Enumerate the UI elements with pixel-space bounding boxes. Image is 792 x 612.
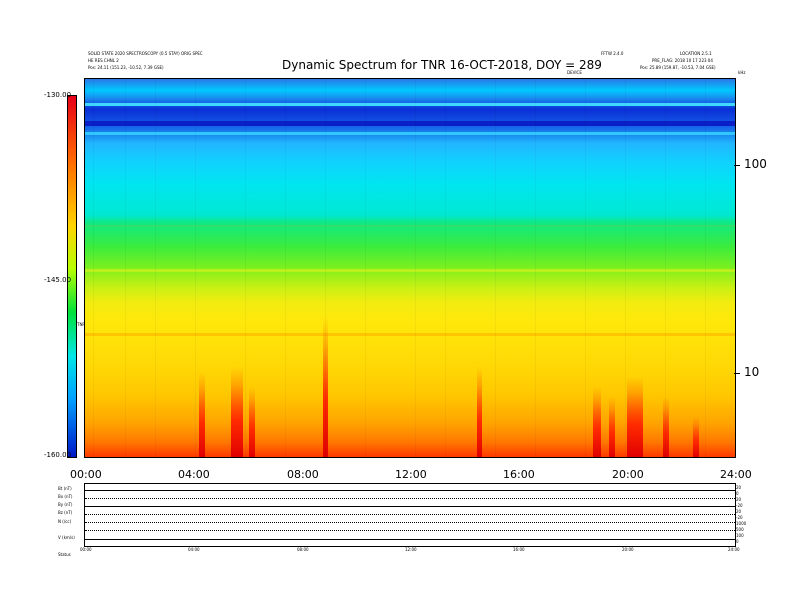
spectrum-streak: [535, 79, 536, 457]
row-label: By (nT): [58, 502, 73, 507]
info-right-line-3: PRE_FLAG: 2018 10 17 223 04: [652, 58, 713, 63]
spectrum-burst: [693, 417, 699, 457]
lower-x-tick: 00:00: [80, 547, 92, 552]
spectrum-band: [85, 269, 735, 272]
row-label: Bx (nT): [58, 494, 73, 499]
x-tick-label: 08:00: [287, 468, 319, 481]
spectrum-streak: [665, 79, 666, 457]
trace-density: [85, 522, 735, 523]
spectrum-burst: [199, 372, 205, 457]
spectrum-streak: [285, 79, 286, 457]
spectrum-streak: [365, 79, 366, 457]
right-axis-ticks: [734, 78, 740, 456]
x-tick-label: 00:00: [70, 468, 102, 481]
lower-right-tick: 0: [736, 539, 739, 544]
lower-x-tick: 08:00: [297, 547, 309, 552]
lower-right-tick: 0: [736, 491, 739, 496]
info-center-label: DEVICE: [567, 70, 582, 75]
colorbar-tick-top: -130.00: [44, 91, 72, 99]
x-tick-label: 16:00: [503, 468, 535, 481]
info-left-line-2: HE RES CHNL 2: [88, 58, 119, 63]
info-left-line-3: Pos: 24.11 (151.23, -10.52, 7.39 GSE): [88, 65, 164, 70]
lower-right-tick: 20: [736, 485, 742, 490]
colorbar-tick-bottom: -160.00: [44, 451, 72, 459]
spectrum-streak: [415, 79, 416, 457]
spectrum-burst: [663, 397, 669, 457]
info-right-line-2: LOCATION 2.5.1: [680, 51, 712, 56]
spectrum-band: [85, 333, 735, 336]
colorbar-label: TNR: [77, 322, 86, 327]
trace-bx: [85, 498, 735, 499]
lower-x-tick: 12:00: [405, 547, 417, 552]
lower-x-tick: 16:00: [513, 547, 525, 552]
spectrum-streak: [155, 79, 156, 457]
lower-x-tick: 04:00: [188, 547, 200, 552]
colorbar: [67, 95, 77, 458]
right-axis-tick-10: 10: [744, 365, 760, 379]
lower-x-tick: 20:00: [622, 547, 634, 552]
lower-right-tick: 500: [736, 527, 744, 532]
info-right-line-1: FFTW 2.4.0: [601, 51, 624, 56]
spectrum-streak: [705, 79, 706, 457]
spectrum-burst: [609, 397, 615, 457]
spectrum-streak: [625, 79, 626, 457]
x-tick-label: 04:00: [178, 468, 210, 481]
lower-right-tick: -20: [736, 503, 743, 508]
lower-right-tick: 1000: [736, 521, 747, 526]
lower-right-tick: 20: [736, 509, 742, 514]
info-right-line-4: Pos: 25.89 (159.87, -10.53, 7.04 GSE): [640, 65, 716, 70]
x-tick-label: 24:00: [720, 468, 752, 481]
spectrum-band: [85, 132, 735, 135]
spectrum-burst: [231, 367, 243, 457]
spectrum-burst: [627, 377, 643, 457]
lower-right-tick: 100: [736, 533, 744, 538]
row-label: N (/cc): [58, 519, 72, 524]
row-label: Status: [58, 552, 71, 557]
spectrum-streak: [325, 79, 326, 457]
corner-label: kHz: [738, 70, 746, 75]
right-axis-tick-100: 100: [744, 157, 767, 171]
spectrum-burst: [323, 317, 328, 457]
x-tick-label: 12:00: [395, 468, 427, 481]
x-tick-label: 20:00: [612, 468, 644, 481]
spectrum-streak: [125, 79, 126, 457]
trace-speed: [85, 530, 735, 531]
trace-bt: [85, 490, 735, 491]
spectrum-streak: [585, 79, 586, 457]
row-label: Bt (nT): [58, 486, 72, 491]
dynamic-spectrum-heatmap: [84, 78, 736, 458]
trace-bz: [85, 514, 735, 515]
chart-title: Dynamic Spectrum for TNR 16-OCT-2018, DO…: [282, 58, 602, 72]
spectrum-streak: [93, 79, 94, 457]
spectrum-band: [85, 103, 735, 106]
spectrum-band: [85, 225, 735, 227]
trace-status: [85, 539, 735, 540]
spectrum-streak: [445, 79, 446, 457]
lower-right-tick: -20: [736, 515, 743, 520]
colorbar-tick-mid: -145.00: [44, 276, 72, 284]
row-label: Bz (nT): [58, 510, 73, 515]
spectrum-burst: [249, 387, 255, 457]
spectrum-streak: [495, 79, 496, 457]
row-label: V (km/s): [58, 535, 75, 540]
spectrum-band: [85, 121, 735, 126]
spectrum-burst: [477, 367, 482, 457]
spectrum-streak: [195, 79, 196, 457]
trace-by: [85, 506, 735, 507]
lower-x-tick: 24:00: [728, 547, 740, 552]
solar-wind-panel: [84, 483, 736, 547]
spectrum-burst: [593, 387, 601, 457]
lower-right-tick: 20: [736, 497, 742, 502]
spectrum-streak: [245, 79, 246, 457]
info-left-line-1: SOLID STATE 2020 SPECTROSCOPY (0.5 STAY)…: [88, 51, 203, 56]
